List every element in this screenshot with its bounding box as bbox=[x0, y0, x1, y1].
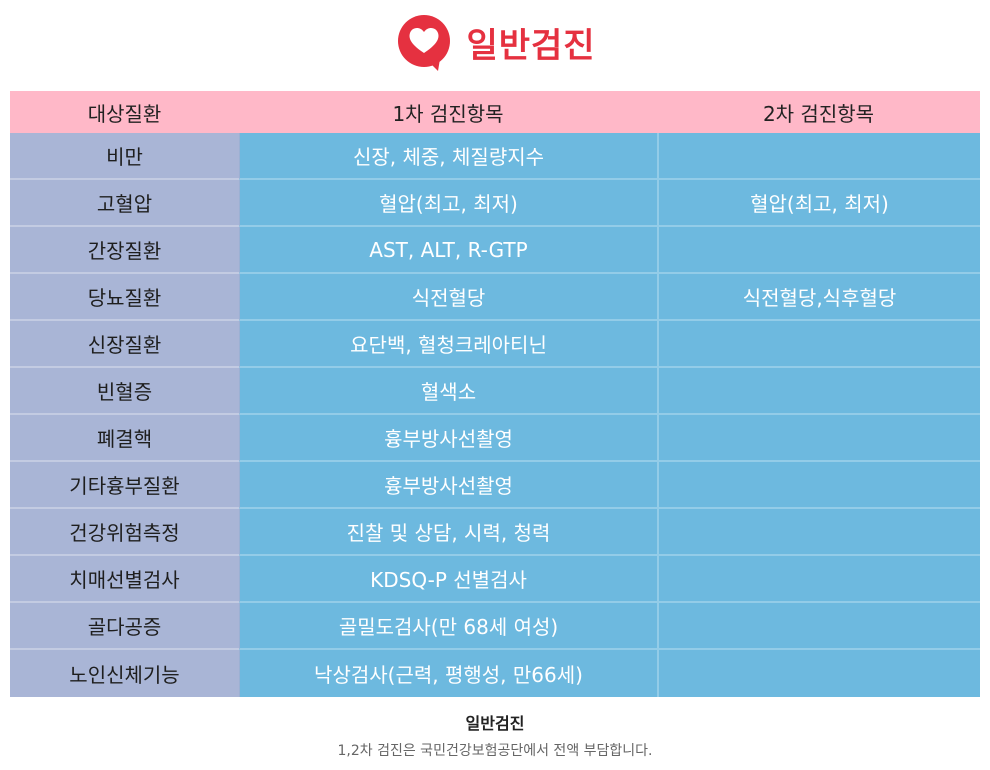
first-exam-cell: 낙상검사(근력, 평행성, 만66세) bbox=[239, 650, 657, 697]
table-header-row: 대상질환 1차 검진항목 2차 검진항목 bbox=[10, 91, 980, 133]
second-exam-cell bbox=[657, 556, 980, 603]
second-exam-cell: 혈압(최고, 최저) bbox=[657, 180, 980, 227]
second-exam-cell: 식전혈당,식후혈당 bbox=[657, 274, 980, 321]
second-exam-cell bbox=[657, 603, 980, 650]
table-row: 건강위험측정 진찰 및 상담, 시력, 청력 bbox=[10, 509, 980, 556]
disease-cell: 신장질환 bbox=[10, 321, 239, 368]
first-exam-cell: 흉부방사선촬영 bbox=[239, 415, 657, 462]
disease-cell: 건강위험측정 bbox=[10, 509, 239, 556]
column-header-disease: 대상질환 bbox=[87, 101, 162, 126]
exam-table: 대상질환 1차 검진항목 2차 검진항목 비만 신장, 체중, 체질량지수 고혈… bbox=[10, 91, 980, 697]
first-exam-cell: 식전혈당 bbox=[239, 274, 657, 321]
table-row: 고혈압 혈압(최고, 최저) 혈압(최고, 최저) bbox=[10, 180, 980, 227]
table-row: 신장질환 요단백, 혈청크레아티닌 bbox=[10, 321, 980, 368]
second-exam-cell bbox=[657, 368, 980, 415]
table-row: 비만 신장, 체중, 체질량지수 bbox=[10, 133, 980, 180]
table-row: 골다공증 골밀도검사(만 68세 여성) bbox=[10, 603, 980, 650]
table-row: 치매선별검사 KDSQ-P 선별검사 bbox=[10, 556, 980, 603]
first-exam-cell: AST, ALT, R-GTP bbox=[239, 227, 657, 274]
page-header: 일반검진 bbox=[0, 0, 990, 80]
table-row: 간장질환 AST, ALT, R-GTP bbox=[10, 227, 980, 274]
disease-cell: 고혈압 bbox=[10, 180, 239, 227]
second-exam-cell bbox=[657, 462, 980, 509]
disease-cell: 당뇨질환 bbox=[10, 274, 239, 321]
first-exam-cell: KDSQ-P 선별검사 bbox=[239, 556, 657, 603]
table-row: 빈혈증 혈색소 bbox=[10, 368, 980, 415]
disease-cell: 골다공증 bbox=[10, 603, 239, 650]
second-exam-cell bbox=[657, 415, 980, 462]
second-exam-cell bbox=[657, 321, 980, 368]
table-row: 당뇨질환 식전혈당 식전혈당,식후혈당 bbox=[10, 274, 980, 321]
first-exam-cell: 혈색소 bbox=[239, 368, 657, 415]
first-exam-cell: 골밀도검사(만 68세 여성) bbox=[239, 603, 657, 650]
first-exam-cell: 흉부방사선촬영 bbox=[239, 462, 657, 509]
second-exam-cell bbox=[657, 650, 980, 697]
first-exam-cell: 신장, 체중, 체질량지수 bbox=[239, 133, 657, 180]
disease-cell: 치매선별검사 bbox=[10, 556, 239, 603]
disease-cell: 비만 bbox=[10, 133, 239, 180]
second-exam-cell bbox=[657, 509, 980, 556]
second-exam-cell bbox=[657, 227, 980, 274]
disease-cell: 노인신체기능 bbox=[10, 650, 239, 697]
second-exam-cell bbox=[657, 133, 980, 180]
heart-speech-bubble-icon bbox=[398, 15, 451, 71]
disease-cell: 빈혈증 bbox=[10, 368, 239, 415]
first-exam-cell: 요단백, 혈청크레아티닌 bbox=[239, 321, 657, 368]
cost-note: 1,2차 검진은 국민건강보험공단에서 전액 부담합니다. bbox=[337, 743, 653, 759]
column-header-second-exam: 2차 검진항목 bbox=[762, 101, 875, 126]
first-exam-cell: 진찰 및 상담, 시력, 청력 bbox=[239, 509, 657, 556]
table-row: 기타흉부질환 흉부방사선촬영 bbox=[10, 462, 980, 509]
page-title: 일반검진 bbox=[466, 25, 596, 66]
first-exam-cell: 혈압(최고, 최저) bbox=[239, 180, 657, 227]
table-row: 노인신체기능 낙상검사(근력, 평행성, 만66세) bbox=[10, 650, 980, 697]
table-row: 폐결핵 흉부방사선촬영 bbox=[10, 415, 980, 462]
disease-cell: 간장질환 bbox=[10, 227, 239, 274]
table-caption: 일반검진 bbox=[465, 714, 525, 733]
disease-cell: 기타흉부질환 bbox=[10, 462, 239, 509]
disease-cell: 폐결핵 bbox=[10, 415, 239, 462]
column-header-first-exam: 1차 검진항목 bbox=[392, 101, 504, 126]
